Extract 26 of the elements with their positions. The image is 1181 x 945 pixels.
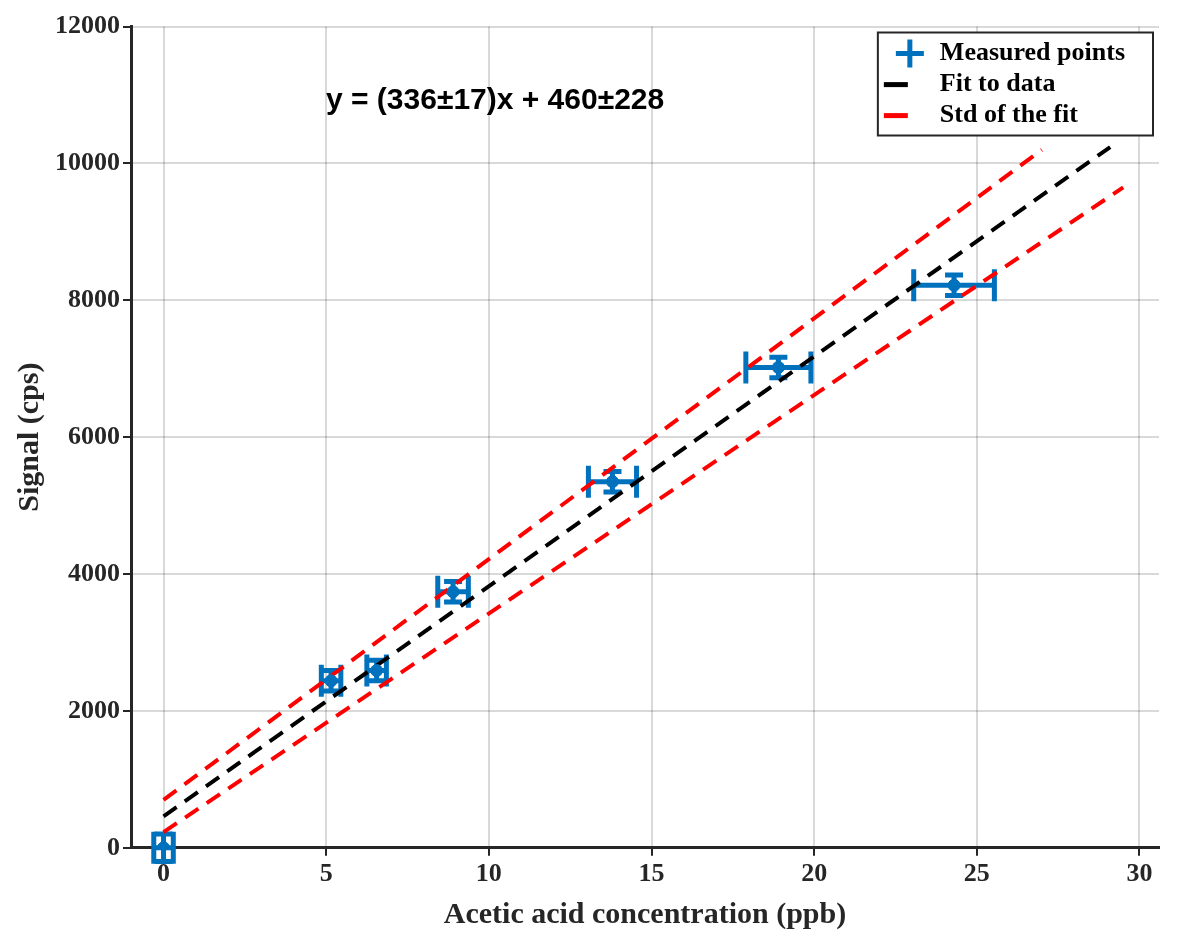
y-tick-label: 0 bbox=[107, 831, 120, 861]
x-tick-label: 10 bbox=[475, 858, 502, 888]
x-tick-label: 25 bbox=[963, 858, 990, 888]
point bbox=[947, 278, 961, 292]
y-tick-label: 2000 bbox=[68, 694, 120, 724]
x-tick-label: 5 bbox=[319, 858, 333, 888]
legend-label: Measured points bbox=[939, 37, 1126, 67]
legend-label: Std of the fit bbox=[939, 99, 1079, 129]
y-tick-label: 12000 bbox=[55, 10, 120, 40]
point bbox=[370, 664, 384, 678]
x-axis-title: Acetic acid concentration (ppb) bbox=[443, 895, 847, 930]
y-tick-label: 6000 bbox=[68, 420, 120, 450]
y-tick-label: 10000 bbox=[55, 147, 120, 177]
annotation: y = (336±17)x + 460±228 bbox=[326, 81, 665, 115]
y-tick-label: 4000 bbox=[68, 557, 120, 587]
x-tick-label: 15 bbox=[638, 858, 665, 888]
point bbox=[771, 360, 785, 374]
legend-label: Fit to data bbox=[939, 68, 1056, 98]
x-tick-label: 0 bbox=[157, 858, 171, 888]
point bbox=[324, 674, 338, 688]
y-tick-label: 8000 bbox=[68, 284, 120, 314]
x-tick-label: 30 bbox=[1126, 858, 1153, 888]
point bbox=[605, 475, 619, 489]
y-axis-title: Signal (cps) bbox=[10, 362, 45, 512]
x-tick-label: 20 bbox=[801, 858, 828, 888]
point bbox=[446, 585, 460, 599]
